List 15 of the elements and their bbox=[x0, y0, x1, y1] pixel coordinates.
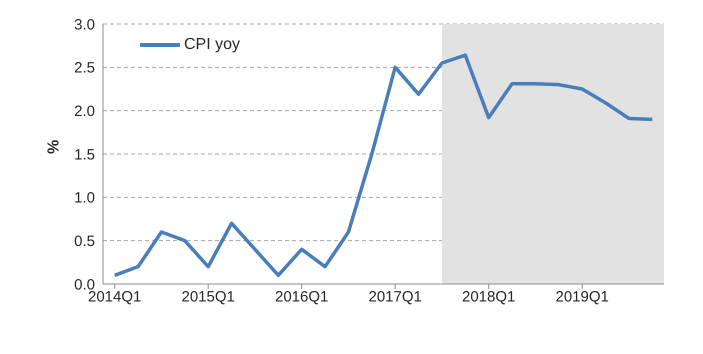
legend-label: CPI yoy bbox=[184, 36, 240, 54]
y-tick-label: 2.5 bbox=[74, 60, 95, 77]
y-tick-label: 1.0 bbox=[74, 190, 95, 207]
y-tick-label: 2.0 bbox=[74, 102, 95, 120]
y-tick-label: 3.0 bbox=[74, 16, 95, 34]
y-tick-label: 0.5 bbox=[74, 232, 95, 250]
x-tick-label: 2019Q1 bbox=[555, 288, 609, 306]
x-tick-label: 2014Q1 bbox=[88, 288, 142, 306]
line-series bbox=[112, 53, 654, 278]
x-tick-label: 2015Q1 bbox=[181, 288, 235, 306]
y-axis-title: % bbox=[46, 140, 63, 154]
y-tick-label: 1.5 bbox=[74, 146, 95, 164]
x-tick-label: 2017Q1 bbox=[368, 288, 422, 306]
x-tick-label: 2018Q1 bbox=[462, 288, 516, 306]
x-tick-label: 2016Q1 bbox=[274, 288, 328, 306]
